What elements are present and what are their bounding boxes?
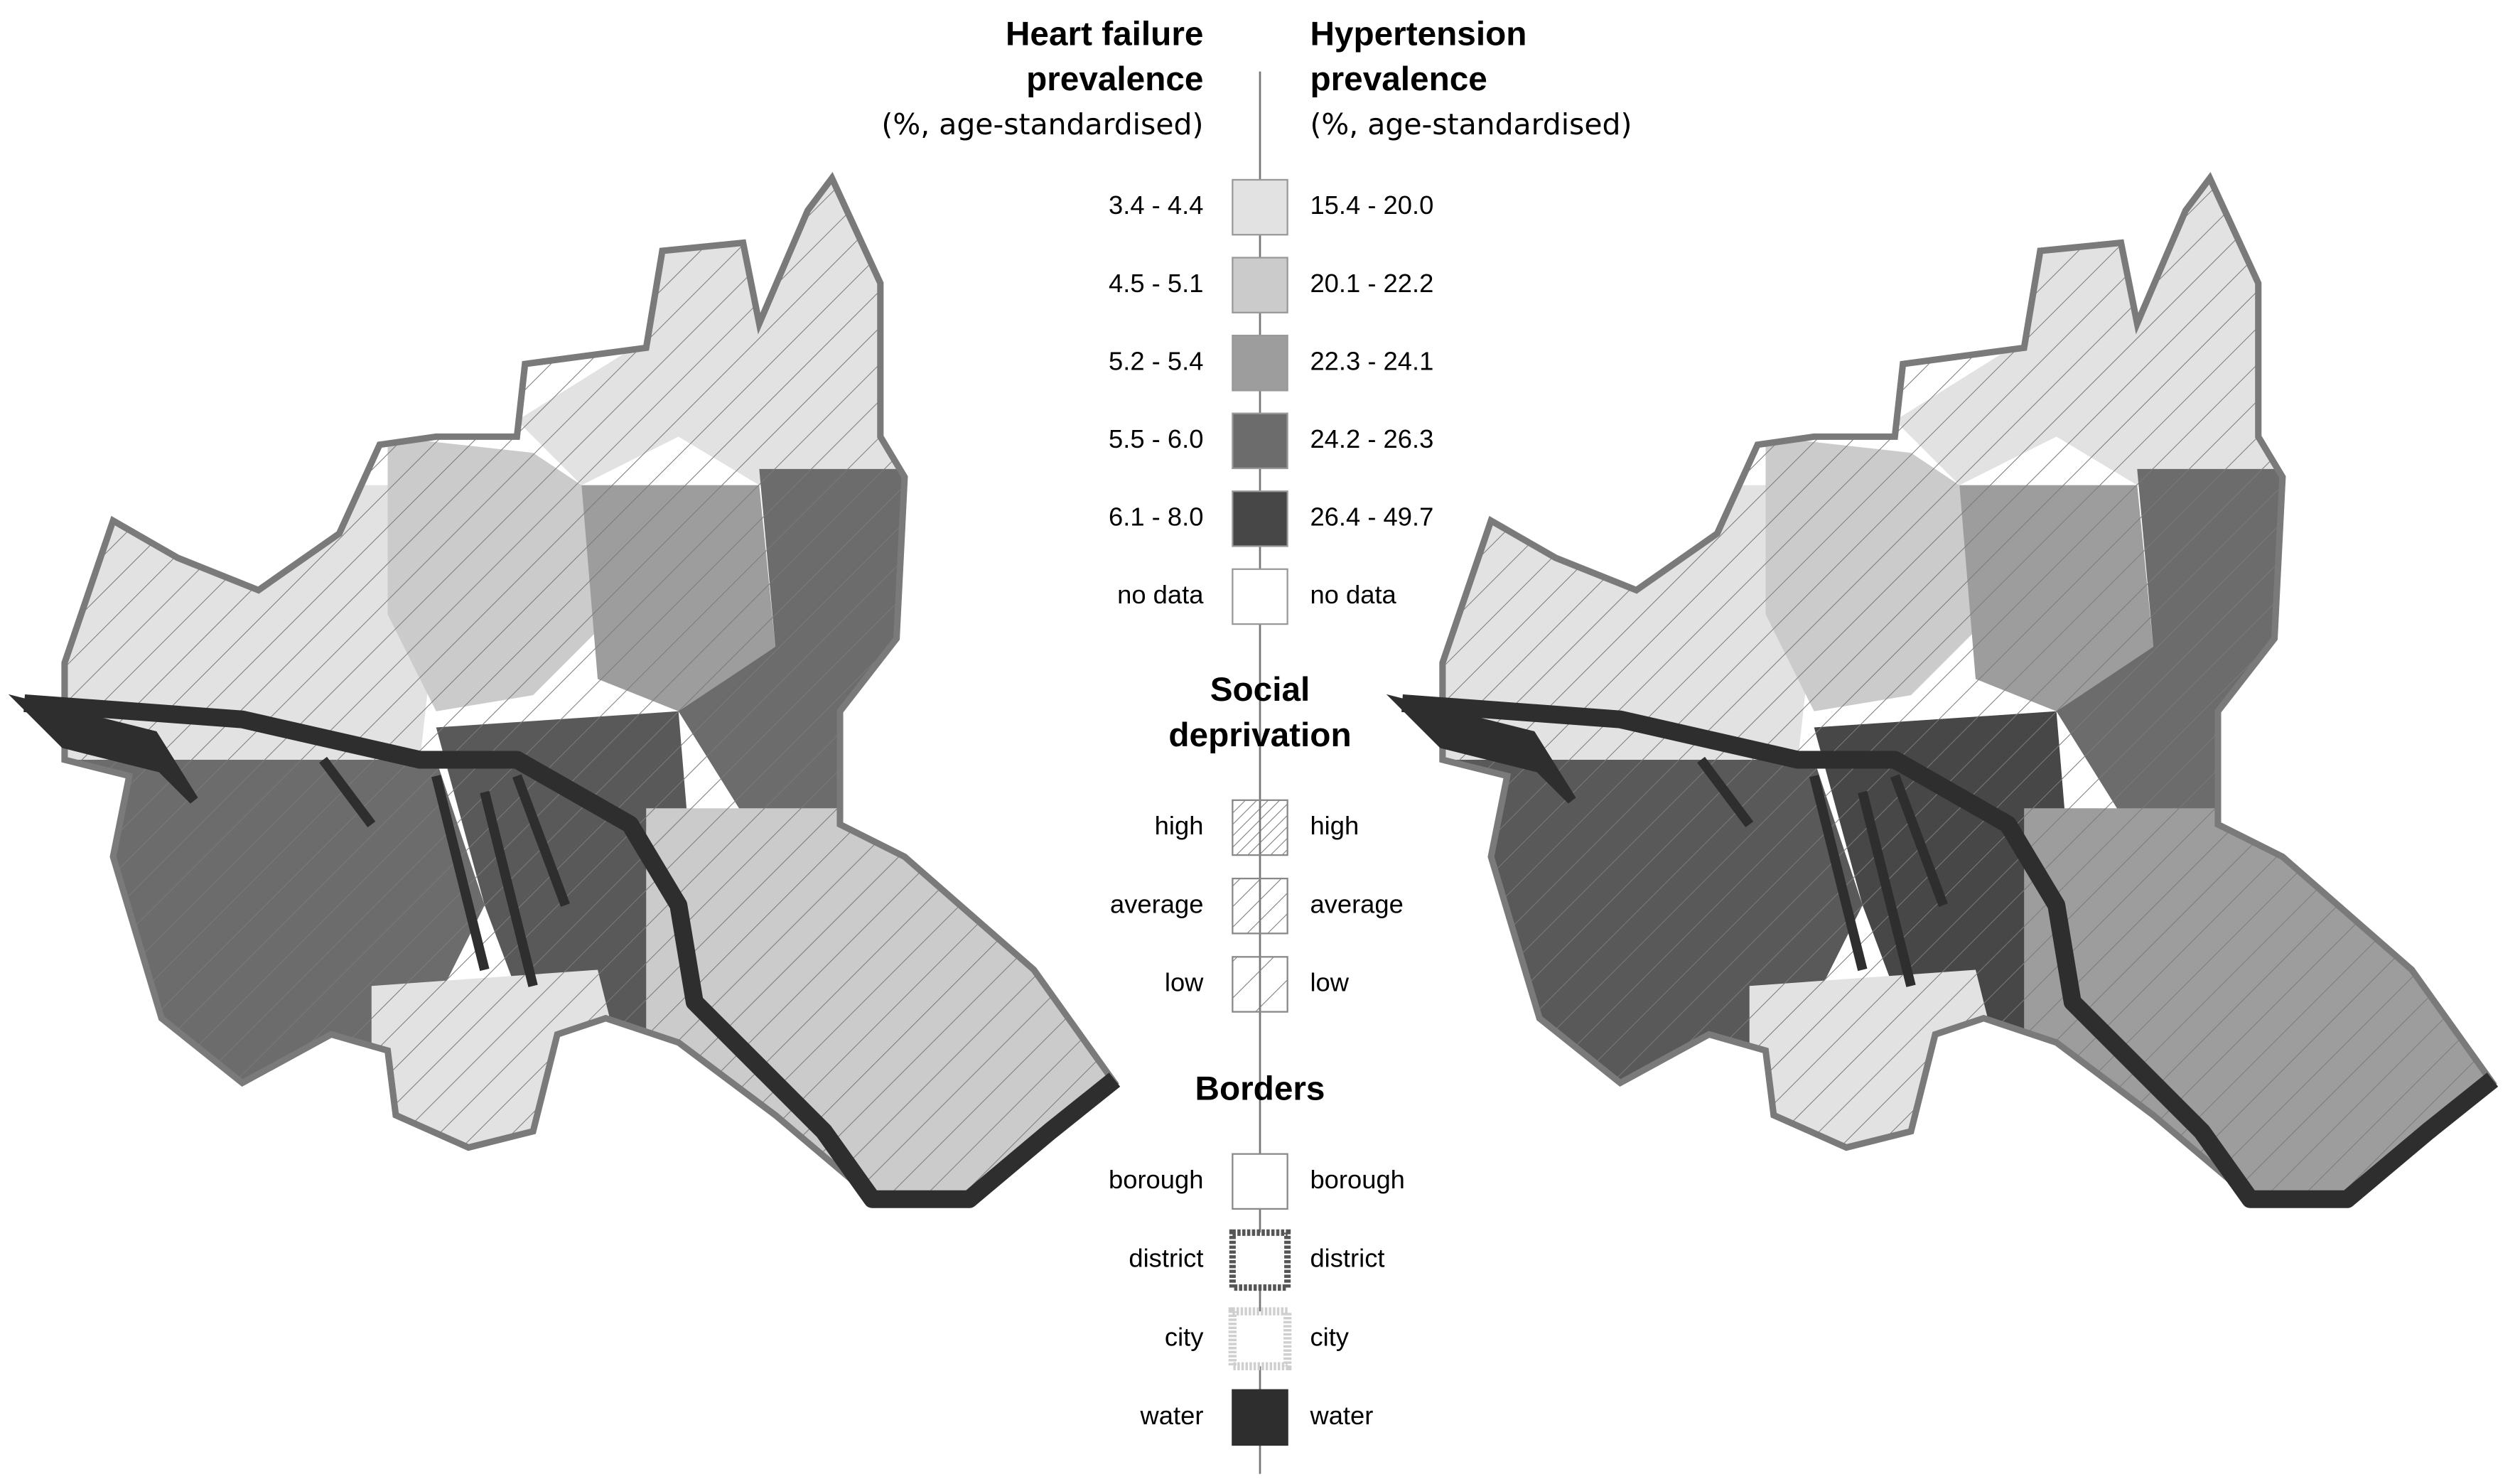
legend-label: 6.1 - 8.0	[1109, 502, 1203, 531]
legend-label: 22.3 - 24.1	[1310, 346, 1433, 375]
legend-swatch	[1232, 412, 1288, 470]
legend: Heart failure prevalence (%, age-standar…	[881, 15, 1632, 1474]
legend-swatch	[1228, 1307, 1292, 1370]
legend-label: water	[1140, 1401, 1204, 1430]
legend-swatch	[1232, 1389, 1288, 1446]
legend-label: 15.4 - 20.0	[1310, 190, 1433, 220]
legend-swatch	[1232, 257, 1288, 313]
legend-label: 20.1 - 22.2	[1310, 269, 1433, 298]
legend-label: city	[1310, 1322, 1349, 1351]
legend-label: average	[1310, 889, 1403, 918]
legend-subtitle: (%, age-standardised)	[1310, 107, 1632, 141]
legend-label: no data	[1310, 580, 1396, 609]
hatching	[64, 178, 1115, 1205]
legend-title: Social	[1210, 671, 1310, 709]
legend-label: water	[1309, 1401, 1373, 1430]
legend-label: borough	[1109, 1165, 1203, 1194]
legend-label: low	[1310, 968, 1349, 997]
legend-title: prevalence	[1026, 60, 1203, 98]
legend-swatch	[1232, 490, 1288, 547]
legend-label: 4.5 - 5.1	[1109, 269, 1203, 298]
legend-swatch	[1232, 568, 1288, 625]
heart-failure-map	[64, 178, 1115, 1205]
legend-label: city	[1165, 1322, 1204, 1351]
legend-swatch	[1232, 1153, 1288, 1210]
legend-label: high	[1155, 811, 1204, 840]
legend-title: deprivation	[1168, 716, 1351, 754]
legend-swatch	[1232, 956, 1288, 1013]
legend-swatch	[1232, 178, 1288, 236]
legend-title: Hypertension	[1310, 15, 1526, 53]
legend-label: district	[1129, 1244, 1203, 1273]
legend-label: 3.4 - 4.4	[1109, 190, 1203, 220]
legend-label: borough	[1310, 1165, 1404, 1194]
legend-subtitle: (%, age-standardised)	[881, 107, 1203, 141]
hatching	[1442, 178, 2493, 1205]
legend-swatch	[1232, 877, 1288, 935]
legend-label: 26.4 - 49.7	[1310, 502, 1433, 531]
legend-swatch	[1232, 334, 1288, 392]
legend-swatch	[1229, 1229, 1291, 1291]
hypertension-map	[1402, 162, 2509, 1228]
legend-title: Borders	[1195, 1070, 1325, 1108]
legend-label: 5.2 - 5.4	[1109, 346, 1203, 375]
legend-title: Heart failure	[1006, 15, 1203, 53]
legend-label: 24.2 - 26.3	[1310, 424, 1433, 453]
legend-label: district	[1310, 1244, 1384, 1273]
legend-label: average	[1110, 889, 1203, 918]
legend-label: high	[1310, 811, 1359, 840]
legend-label: low	[1165, 968, 1204, 997]
legend-label: 5.5 - 6.0	[1109, 424, 1203, 453]
legend-label: no data	[1117, 580, 1204, 609]
legend-swatch	[1232, 799, 1288, 856]
legend-title: prevalence	[1310, 60, 1487, 98]
